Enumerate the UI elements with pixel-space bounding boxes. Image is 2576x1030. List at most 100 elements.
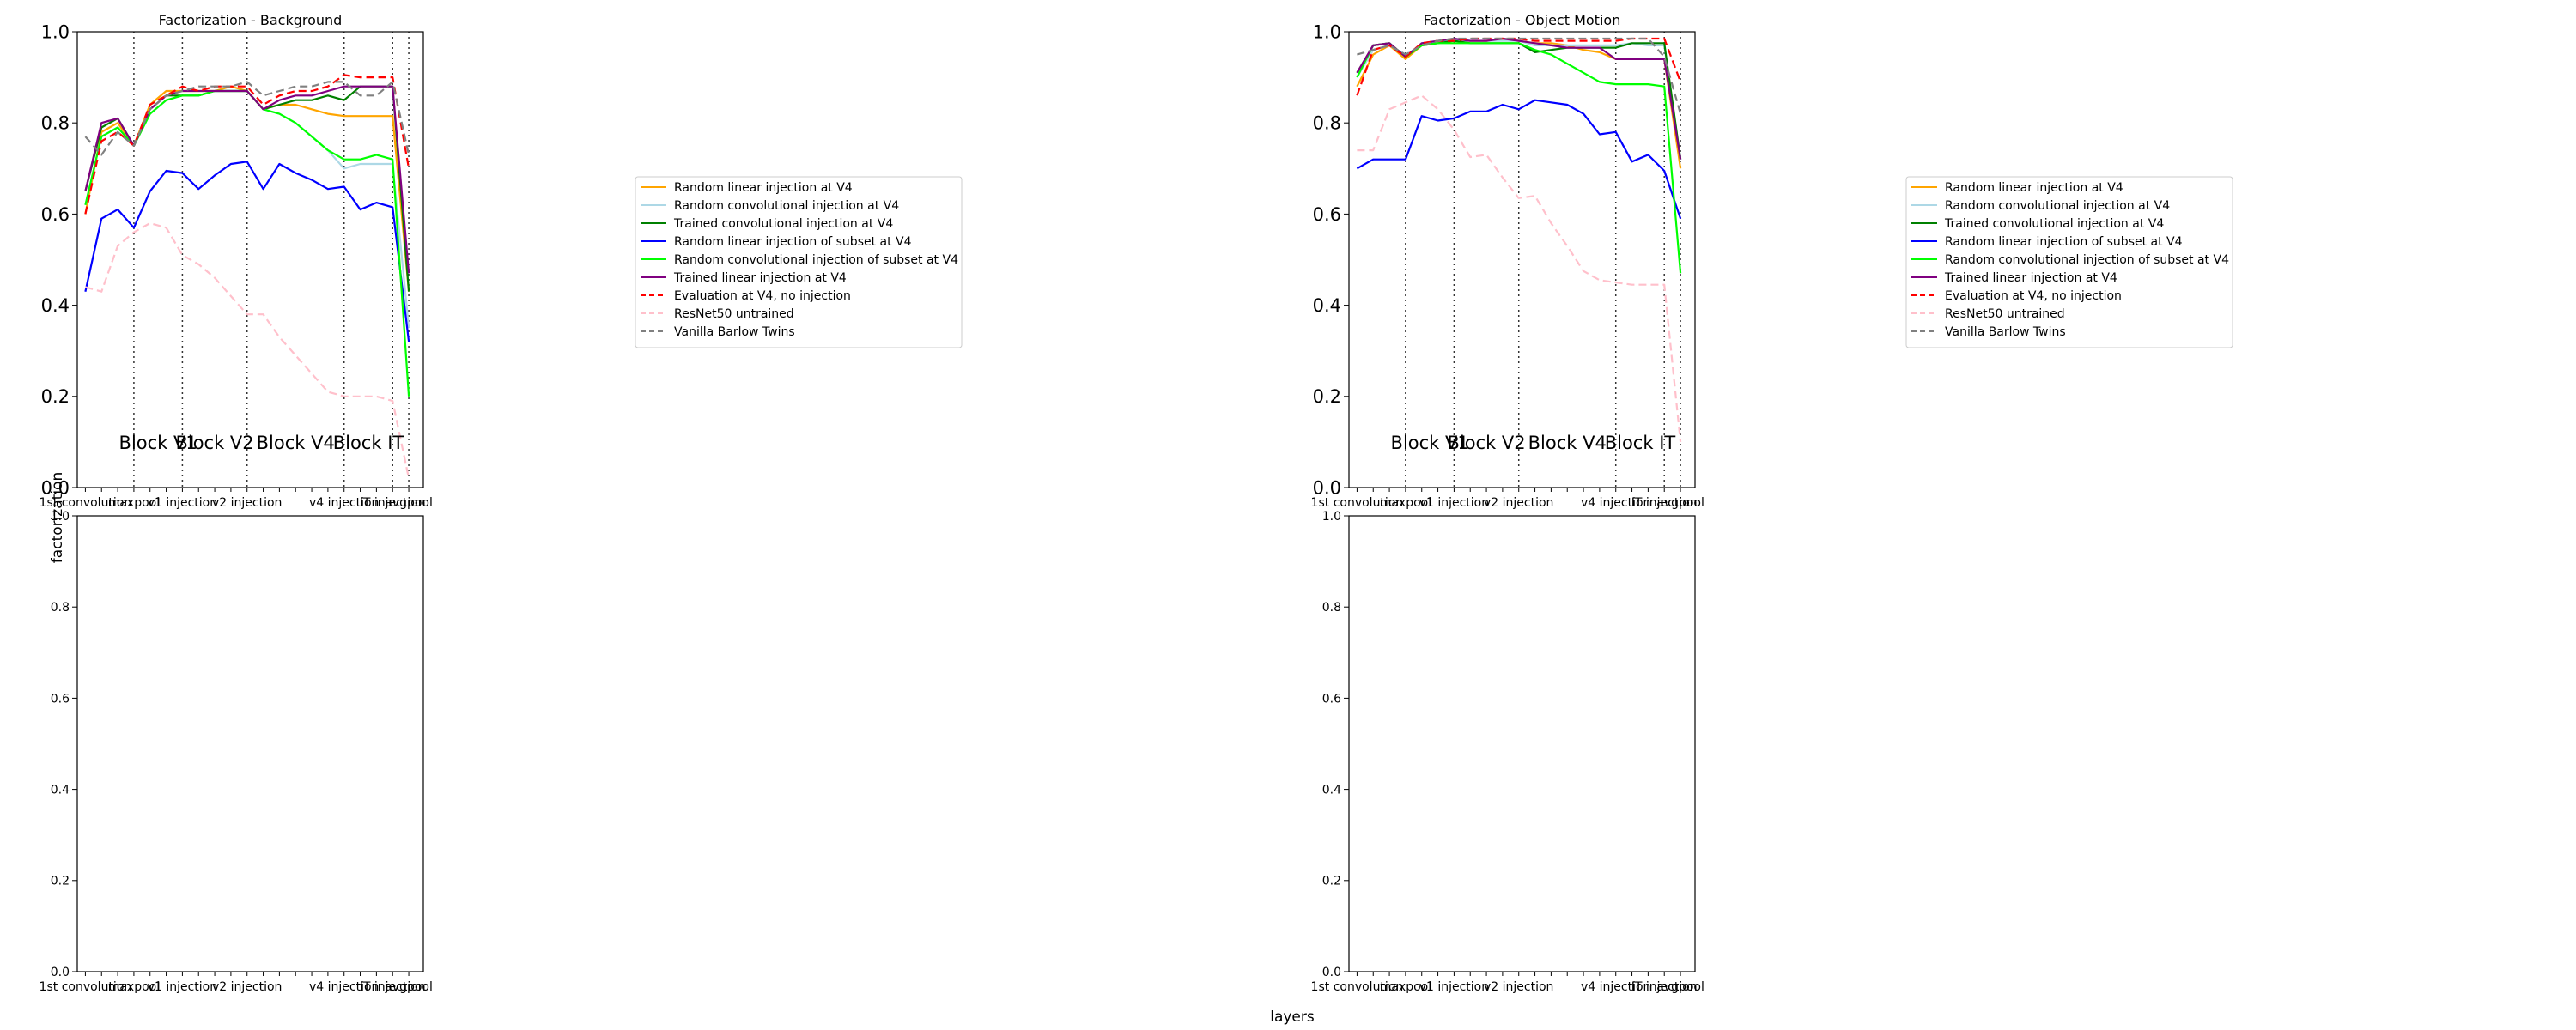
region-label: Block IT xyxy=(1605,433,1676,453)
region-label: Block V4 xyxy=(257,433,335,453)
legend-label-trained_conv: Trained convolutional injection at V4 xyxy=(1944,217,2164,231)
legend-label-eval_v4: Evaluation at V4, no injection xyxy=(674,289,851,303)
x-tick-label: avgpool xyxy=(1656,980,1704,994)
x-tick-label: 1st convolution xyxy=(1311,980,1404,994)
x-tick-label: maxpool xyxy=(1380,980,1431,994)
region-label: Block V4 xyxy=(1528,433,1607,453)
x-tick-label: maxpool xyxy=(108,980,160,994)
y-tick-label: 0.4 xyxy=(1313,295,1341,316)
legend-label-rand_conv_sub: Random convolutional injection of subset… xyxy=(1945,253,2229,267)
x-tick-label: IT injection xyxy=(360,980,426,994)
x-tick-label: avgpool xyxy=(1656,496,1704,510)
y-tick-label: 1.0 xyxy=(1313,21,1341,42)
legend-label-rand_conv: Random convolutional injection at V4 xyxy=(674,199,899,213)
y-tick-label: 0.4 xyxy=(41,295,70,316)
region-label: Block V2 xyxy=(1447,433,1525,453)
axes-frame xyxy=(1348,31,1696,488)
x-tick-label: v4 injection xyxy=(1581,980,1650,994)
figure-xlabel: layers xyxy=(1270,1009,1315,1026)
region-label: Block IT xyxy=(333,433,404,453)
y-tick-label: 0.6 xyxy=(41,204,70,225)
figure-ylabel: factorization xyxy=(49,472,66,563)
legend-label-trained_conv: Trained convolutional injection at V4 xyxy=(673,217,893,231)
series-line-rand_lin_sub xyxy=(84,161,410,342)
legend-label-resnet: ResNet50 untrained xyxy=(1945,307,2065,321)
x-tick-label: v1 injection xyxy=(1419,496,1489,510)
legend: Random linear injection at V4 Random conv… xyxy=(635,176,963,348)
x-tick-label: v2 injection xyxy=(1484,496,1553,510)
x-tick-label: avgpool xyxy=(385,980,433,994)
x-tick-label: maxpool xyxy=(1380,496,1431,510)
legend-label-rand_lin: Random linear injection at V4 xyxy=(674,181,853,195)
y-tick-label: 0.8 xyxy=(1322,601,1341,615)
x-tick-label: v4 injection xyxy=(309,980,379,994)
x-tick-label: v1 injection xyxy=(148,980,217,994)
x-tick-label: v4 injection xyxy=(1581,496,1650,510)
y-tick-label: 0.2 xyxy=(1322,875,1341,888)
series-line-resnet xyxy=(85,221,410,479)
x-tick-label: v1 injection xyxy=(1419,980,1489,994)
legend-label-rand_lin: Random linear injection at V4 xyxy=(1945,181,2123,195)
y-tick-label: 0.8 xyxy=(1313,113,1341,134)
y-tick-label: 0.2 xyxy=(51,875,70,888)
legend: Random linear injection at V4 Random conv… xyxy=(1905,176,2233,348)
x-tick-label: v1 injection xyxy=(148,496,217,510)
y-tick-label: 0.6 xyxy=(51,692,70,706)
x-tick-label: IT injection xyxy=(1631,980,1698,994)
panel-3: 0.0 0.2 0.4 0.6 0.8 1.0 1st convolutionmaxpool… xyxy=(39,510,433,994)
axes-frame xyxy=(76,515,424,972)
panel-2: Factorization - Object Motion 0.0 0.2 0.4 0.… xyxy=(1311,12,2233,510)
series-line-barlow xyxy=(84,81,410,156)
series-line-rand_lin_sub xyxy=(1356,99,1682,220)
y-tick-label: 1.0 xyxy=(41,21,70,42)
x-tick-label: IT injection xyxy=(360,496,426,510)
y-tick-label: 0.2 xyxy=(41,386,70,407)
y-tick-label: 0.2 xyxy=(1313,386,1341,407)
legend-label-rand_conv_sub: Random convolutional injection of subset… xyxy=(674,253,958,267)
x-tick-label: v2 injection xyxy=(212,496,282,510)
y-tick-label: 0.6 xyxy=(1313,204,1341,225)
legend-label-resnet: ResNet50 untrained xyxy=(674,307,794,321)
region-label: Block V2 xyxy=(175,433,253,453)
region-label: Block V1 xyxy=(119,433,197,453)
x-tick-label: 1st convolution xyxy=(39,496,132,510)
x-tick-label: v4 injection xyxy=(309,496,379,510)
series-line-eval_v4 xyxy=(84,74,410,215)
panel-1: Factorization - Background 0.0 0.2 0.4 0.6 0.… xyxy=(39,12,963,510)
legend-label-trained_lin: Trained linear injection at V4 xyxy=(1944,271,2117,285)
x-tick-label: 1st convolution xyxy=(1311,496,1404,510)
x-tick-label: v2 injection xyxy=(1484,980,1553,994)
axes-frame xyxy=(76,31,424,488)
series-line-resnet xyxy=(1357,94,1682,443)
panel-4: 0.0 0.2 0.4 0.6 0.8 1.0 1st convolutionmaxpool… xyxy=(1311,510,1704,994)
x-tick-label: 1st convolution xyxy=(39,980,132,994)
legend-label-barlow: Vanilla Barlow Twins xyxy=(674,325,795,339)
legend-box xyxy=(1905,176,2233,348)
legend-label-rand_lin_sub: Random linear injection of subset at V4 xyxy=(1945,235,2183,249)
series-line-trained_lin xyxy=(1356,37,1682,160)
y-tick-label: 0.0 xyxy=(51,966,70,979)
region-label: Block V1 xyxy=(1391,433,1469,453)
panel-title: Factorization - Object Motion xyxy=(1424,12,1621,28)
x-tick-label: avgpool xyxy=(385,496,433,510)
legend-label-rand_conv: Random convolutional injection at V4 xyxy=(1945,199,2170,213)
x-tick-label: v2 injection xyxy=(212,980,282,994)
legend-label-barlow: Vanilla Barlow Twins xyxy=(1945,325,2066,339)
legend-box xyxy=(635,176,963,348)
y-tick-label: 1.0 xyxy=(1322,510,1341,524)
panel-title: Factorization - Background xyxy=(159,12,343,28)
y-tick-label: 0.6 xyxy=(1322,692,1341,706)
x-tick-label: maxpool xyxy=(108,496,160,510)
y-tick-label: 0.0 xyxy=(1313,477,1341,498)
y-tick-label: 1.0 xyxy=(51,510,70,524)
axes-frame xyxy=(1348,515,1696,972)
y-tick-label: 0.0 xyxy=(41,477,70,498)
y-tick-label: 0.4 xyxy=(51,784,70,797)
legend-label-rand_lin_sub: Random linear injection of subset at V4 xyxy=(674,235,912,249)
y-tick-label: 0.8 xyxy=(51,601,70,615)
panels: Factorization - Background0.00.20.40.60.… xyxy=(39,12,2233,994)
legend-label-trained_lin: Trained linear injection at V4 xyxy=(673,271,847,285)
y-tick-label: 0.0 xyxy=(1322,966,1341,979)
